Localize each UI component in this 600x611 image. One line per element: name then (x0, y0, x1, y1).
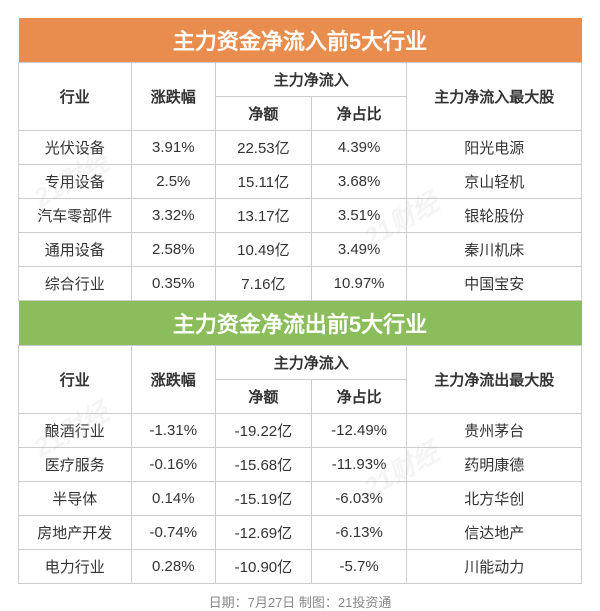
header-stock: 主力净流出最大股 (407, 346, 582, 414)
cell-change: 0.14% (131, 482, 215, 516)
table-row: 半导体 0.14% -15.19亿 -6.03% 北方华创 (19, 482, 582, 516)
table-row: 光伏设备 3.91% 22.53亿 4.39% 阳光电源 (19, 131, 582, 165)
table-row: 专用设备 2.5% 15.11亿 3.68% 京山轻机 (19, 165, 582, 199)
table-row: 汽车零部件 3.32% 13.17亿 3.51% 银轮股份 (19, 199, 582, 233)
cell-stock: 信达地产 (407, 516, 582, 550)
cell-amount: -15.19亿 (216, 482, 312, 516)
inflow-body: 光伏设备 3.91% 22.53亿 4.39% 阳光电源 专用设备 2.5% 1… (19, 131, 582, 301)
cell-ratio: 3.51% (311, 199, 407, 233)
cell-amount: -12.69亿 (216, 516, 312, 550)
cell-stock: 京山轻机 (407, 165, 582, 199)
cell-ratio: 3.68% (311, 165, 407, 199)
cell-industry: 房地产开发 (19, 516, 132, 550)
header-stock: 主力净流入最大股 (407, 63, 582, 131)
table-row: 通用设备 2.58% 10.49亿 3.49% 秦川机床 (19, 233, 582, 267)
cell-amount: 22.53亿 (216, 131, 312, 165)
header-industry: 行业 (19, 346, 132, 414)
cell-ratio: 3.49% (311, 233, 407, 267)
cell-change: -1.31% (131, 414, 215, 448)
cell-industry: 光伏设备 (19, 131, 132, 165)
cell-change: 3.91% (131, 131, 215, 165)
header-change: 涨跌幅 (131, 63, 215, 131)
cell-ratio: -6.13% (311, 516, 407, 550)
outflow-table-container: 主力资金净流出前5大行业 行业 涨跌幅 主力净流入 主力净流出最大股 净额 净占… (18, 301, 582, 584)
table-row: 医疗服务 -0.16% -15.68亿 -11.93% 药明康德 (19, 448, 582, 482)
cell-change: 2.5% (131, 165, 215, 199)
cell-amount: 13.17亿 (216, 199, 312, 233)
header-flow-group: 主力净流入 (216, 346, 407, 380)
outflow-body: 酿酒行业 -1.31% -19.22亿 -12.49% 贵州茅台 医疗服务 -0… (19, 414, 582, 584)
cell-stock: 秦川机床 (407, 233, 582, 267)
cell-ratio: -12.49% (311, 414, 407, 448)
cell-change: 0.28% (131, 550, 215, 584)
header-amount: 净额 (216, 380, 312, 414)
cell-industry: 通用设备 (19, 233, 132, 267)
cell-industry: 专用设备 (19, 165, 132, 199)
header-industry: 行业 (19, 63, 132, 131)
cell-amount: -10.90亿 (216, 550, 312, 584)
table-row: 酿酒行业 -1.31% -19.22亿 -12.49% 贵州茅台 (19, 414, 582, 448)
outflow-table: 主力资金净流出前5大行业 行业 涨跌幅 主力净流入 主力净流出最大股 净额 净占… (18, 301, 582, 584)
cell-amount: 7.16亿 (216, 267, 312, 301)
cell-industry: 医疗服务 (19, 448, 132, 482)
cell-stock: 阳光电源 (407, 131, 582, 165)
header-flow-group: 主力净流入 (216, 63, 407, 97)
cell-industry: 综合行业 (19, 267, 132, 301)
inflow-table-container: 主力资金净流入前5大行业 行业 涨跌幅 主力净流入 主力净流入最大股 净额 净占… (18, 18, 582, 301)
inflow-table: 主力资金净流入前5大行业 行业 涨跌幅 主力净流入 主力净流入最大股 净额 净占… (18, 18, 582, 301)
cell-ratio: 10.97% (311, 267, 407, 301)
cell-amount: 10.49亿 (216, 233, 312, 267)
cell-change: -0.74% (131, 516, 215, 550)
table-row: 综合行业 0.35% 7.16亿 10.97% 中国宝安 (19, 267, 582, 301)
inflow-title: 主力资金净流入前5大行业 (19, 18, 582, 63)
cell-industry: 电力行业 (19, 550, 132, 584)
footer-text: 日期：7月27日 制图：21投资通 (18, 592, 582, 611)
table-row: 房地产开发 -0.74% -12.69亿 -6.13% 信达地产 (19, 516, 582, 550)
cell-stock: 贵州茅台 (407, 414, 582, 448)
header-amount: 净额 (216, 97, 312, 131)
cell-change: 2.58% (131, 233, 215, 267)
header-ratio: 净占比 (311, 380, 407, 414)
cell-industry: 半导体 (19, 482, 132, 516)
cell-stock: 药明康德 (407, 448, 582, 482)
cell-change: 3.32% (131, 199, 215, 233)
table-row: 电力行业 0.28% -10.90亿 -5.7% 川能动力 (19, 550, 582, 584)
cell-stock: 银轮股份 (407, 199, 582, 233)
cell-ratio: -6.03% (311, 482, 407, 516)
cell-ratio: -11.93% (311, 448, 407, 482)
cell-industry: 汽车零部件 (19, 199, 132, 233)
cell-change: 0.35% (131, 267, 215, 301)
cell-ratio: -5.7% (311, 550, 407, 584)
cell-change: -0.16% (131, 448, 215, 482)
cell-stock: 川能动力 (407, 550, 582, 584)
cell-stock: 中国宝安 (407, 267, 582, 301)
outflow-title: 主力资金净流出前5大行业 (19, 301, 582, 346)
cell-industry: 酿酒行业 (19, 414, 132, 448)
cell-ratio: 4.39% (311, 131, 407, 165)
cell-stock: 北方华创 (407, 482, 582, 516)
header-change: 涨跌幅 (131, 346, 215, 414)
header-ratio: 净占比 (311, 97, 407, 131)
cell-amount: 15.11亿 (216, 165, 312, 199)
cell-amount: -15.68亿 (216, 448, 312, 482)
cell-amount: -19.22亿 (216, 414, 312, 448)
